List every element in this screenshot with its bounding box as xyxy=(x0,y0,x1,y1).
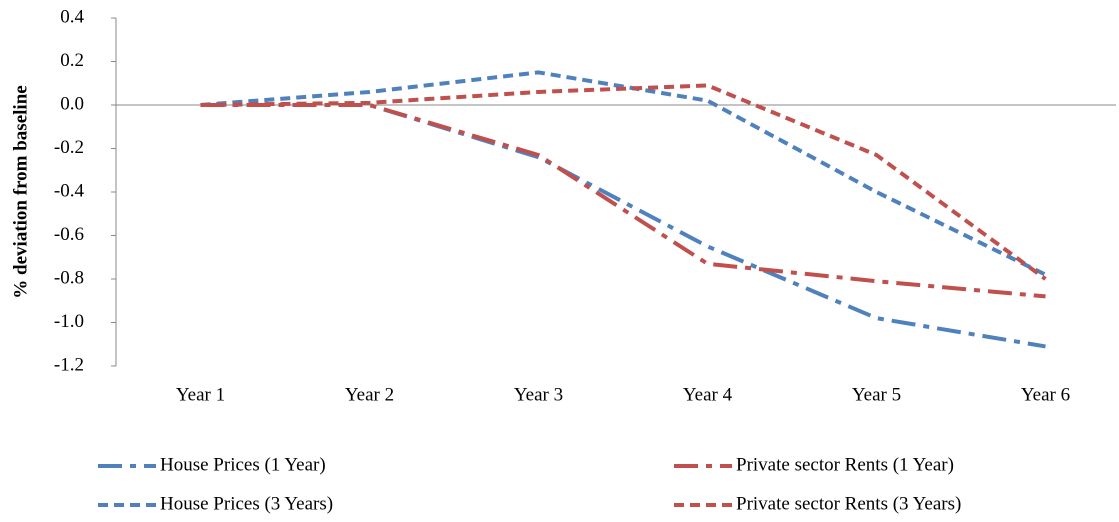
y-axis-label: % deviation from baseline xyxy=(10,85,31,298)
x-tick-label: Year 4 xyxy=(683,384,733,405)
legend-label: House Prices (3 Years) xyxy=(160,493,333,514)
series-line xyxy=(200,103,1046,299)
legend-label: Private sector Rents (3 Years) xyxy=(736,493,961,514)
y-tick-label: -0.6 xyxy=(54,224,84,245)
y-tick-label: 0.0 xyxy=(60,93,84,114)
y-tick-label: -0.2 xyxy=(54,137,84,158)
x-tick-label: Year 1 xyxy=(176,384,225,405)
x-tick-label: Year 3 xyxy=(514,384,563,405)
x-tick-label: Year 2 xyxy=(345,384,394,405)
y-tick-label: -1.2 xyxy=(54,354,84,375)
y-tick-label: 0.2 xyxy=(60,50,84,71)
x-tick-label: Year 5 xyxy=(852,384,901,405)
legend-label: Private sector Rents (1 Year) xyxy=(736,454,954,475)
series-line xyxy=(200,103,1046,349)
y-tick-label: -1.0 xyxy=(54,311,84,332)
series-line xyxy=(200,70,1047,277)
x-tick-label: Year 6 xyxy=(1021,384,1070,405)
y-tick-label: -0.8 xyxy=(54,267,84,288)
y-tick-label: -0.4 xyxy=(54,180,85,201)
legend-label: House Prices (1 Year) xyxy=(160,454,326,475)
y-tick-label: 0.4 xyxy=(60,6,84,27)
series-line xyxy=(200,83,1047,281)
